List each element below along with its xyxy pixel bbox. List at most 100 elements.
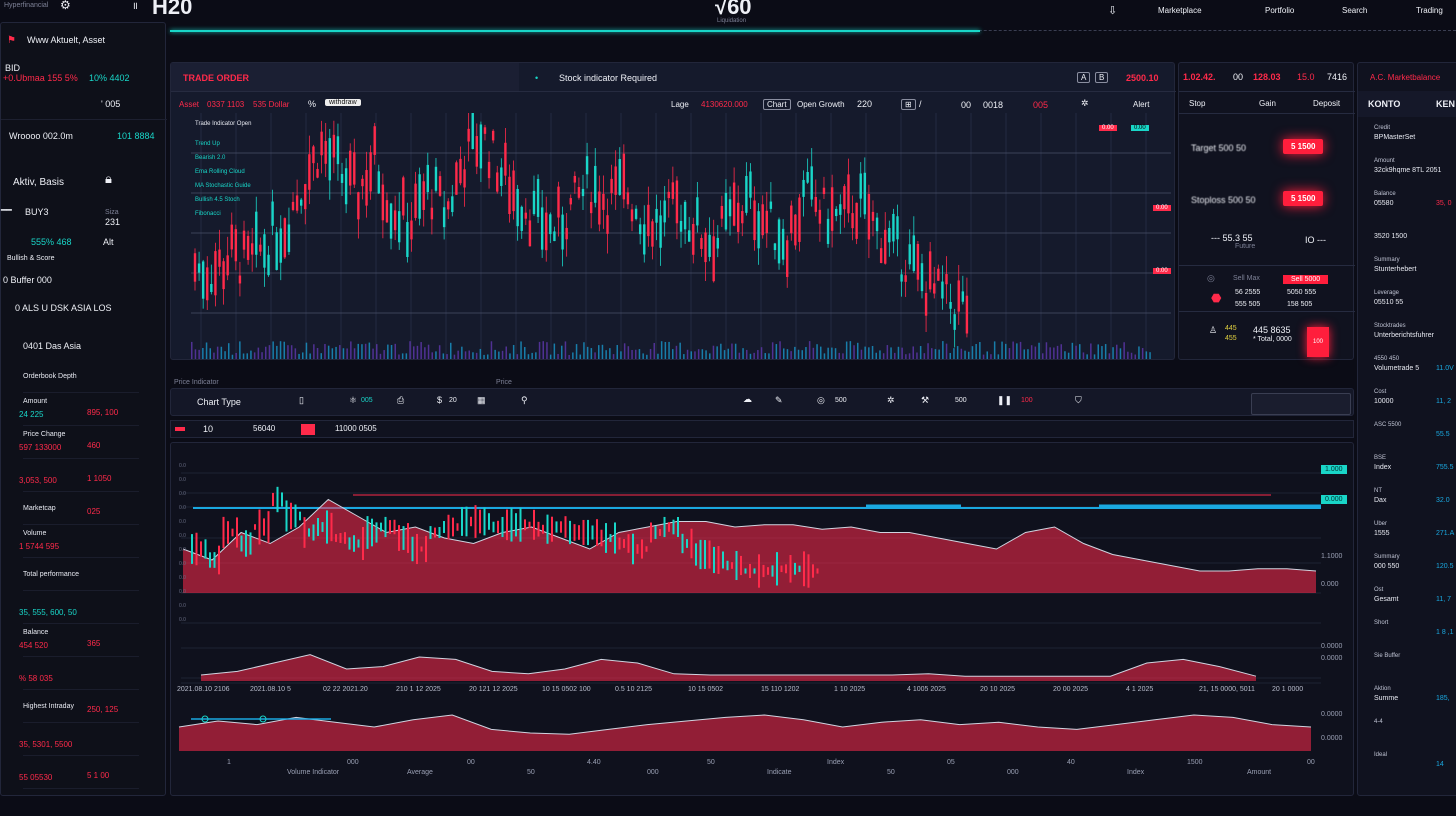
candle-body bbox=[920, 263, 924, 292]
filter-icon[interactable]: ⛉ bbox=[1075, 395, 1082, 405]
date-label: 21, 15 0000, 5011 bbox=[1199, 686, 1255, 693]
pause-icon[interactable]: ❚❚ bbox=[997, 395, 1013, 405]
range-handle[interactable] bbox=[259, 715, 267, 723]
volume-bar bbox=[505, 346, 507, 359]
volume-bar bbox=[498, 351, 500, 359]
price-tag: 1.000 bbox=[1321, 465, 1347, 474]
settings-icon[interactable]: ✲ bbox=[1081, 98, 1089, 108]
candle-body bbox=[537, 521, 540, 537]
lock-icon[interactable]: 🔒︎ bbox=[105, 171, 112, 186]
oscillator-area-fill bbox=[201, 654, 1256, 681]
nav-trading[interactable]: Trading bbox=[1416, 6, 1443, 15]
volume-bar bbox=[709, 353, 711, 359]
dollar-icon[interactable]: $ bbox=[437, 395, 443, 405]
nav-marketplace[interactable]: Marketplace bbox=[1158, 6, 1202, 15]
pause-icon[interactable]: ॥ bbox=[132, 1, 138, 12]
volume-bar bbox=[831, 347, 833, 359]
flag-icon[interactable] bbox=[301, 424, 315, 435]
stoploss-button[interactable]: 5 1500 bbox=[1283, 191, 1324, 206]
gear-icon[interactable]: ✲ bbox=[887, 395, 895, 405]
candle-body bbox=[933, 283, 936, 294]
volume-bar bbox=[1097, 344, 1099, 359]
volume-bar bbox=[353, 348, 356, 359]
right-item-value: Dax bbox=[1374, 497, 1387, 504]
volume-bar bbox=[283, 341, 285, 359]
candle-body bbox=[422, 181, 425, 210]
sell-button[interactable]: Sell 5000 bbox=[1283, 275, 1329, 284]
tool-value: 500 bbox=[955, 397, 967, 404]
target-button[interactable]: 5 1500 bbox=[1283, 139, 1324, 154]
candle-body bbox=[614, 522, 616, 554]
volume-bar bbox=[1053, 347, 1055, 359]
volume-bar bbox=[268, 345, 271, 359]
indicator-icon[interactable]: ⚛ bbox=[349, 395, 358, 405]
globe-icon[interactable]: ⚙ bbox=[60, 0, 71, 12]
alert-button[interactable]: Alert bbox=[1133, 100, 1150, 109]
cloud-icon[interactable]: ☁ bbox=[743, 394, 752, 404]
volume-bar bbox=[975, 343, 977, 359]
volume-bar bbox=[501, 350, 504, 359]
volume-bar bbox=[638, 349, 641, 359]
card-value: % 58 035 bbox=[19, 674, 53, 683]
right-panel: A.C. Marketbalance KONTO KEN Credit BPMas… bbox=[1357, 62, 1456, 796]
candle-body bbox=[245, 530, 247, 557]
confirm-button[interactable]: 100 bbox=[1307, 327, 1329, 357]
a-button[interactable]: A bbox=[1077, 72, 1091, 83]
draw-icon[interactable]: / bbox=[919, 99, 922, 109]
nav-portfolio[interactable]: Portfolio bbox=[1265, 6, 1295, 15]
candle-body bbox=[429, 526, 432, 539]
withdraw-button[interactable]: withdraw bbox=[325, 99, 361, 106]
card-right: 250, 125 bbox=[87, 705, 119, 714]
grid-button[interactable]: ⊞ bbox=[901, 99, 916, 110]
sidebar-title: Www Aktuelt, Asset bbox=[27, 35, 106, 45]
volume-bar bbox=[945, 343, 948, 359]
toolbar-text: 0337 1103 bbox=[207, 100, 245, 109]
range-handle[interactable] bbox=[201, 715, 209, 723]
close-tab-icon[interactable] bbox=[175, 427, 185, 431]
candle-body bbox=[647, 204, 650, 237]
candlestick-chart[interactable] bbox=[171, 113, 1176, 359]
volume-bar bbox=[653, 342, 655, 359]
search-input[interactable] bbox=[1251, 393, 1351, 415]
sidebar-card: Price Change 597 133000 460 bbox=[19, 429, 139, 459]
candle-body bbox=[456, 523, 459, 531]
volume-bar bbox=[701, 349, 704, 359]
candle-body bbox=[226, 255, 229, 276]
indicator-chart[interactable] bbox=[171, 443, 1355, 797]
percent-icon[interactable]: % bbox=[308, 99, 317, 109]
swap-icon[interactable]: ⬣ bbox=[1211, 291, 1222, 305]
tab-label[interactable]: 56040 bbox=[253, 424, 276, 433]
candle-body bbox=[761, 204, 764, 236]
candle-body bbox=[238, 275, 242, 284]
right-item-value: Volumetrade 5 bbox=[1374, 365, 1420, 372]
nav-search[interactable]: Search bbox=[1342, 6, 1368, 15]
candle-body bbox=[565, 227, 568, 240]
lock-icon[interactable]: ⎙ bbox=[397, 395, 405, 405]
volume-bar bbox=[509, 353, 511, 359]
center-value: √60 bbox=[715, 0, 752, 19]
tab-label[interactable]: 11000 0505 bbox=[335, 424, 377, 433]
target-icon[interactable]: ◎ bbox=[817, 395, 825, 405]
volume-bar bbox=[1104, 344, 1107, 359]
grid-icon[interactable]: ▦ bbox=[477, 395, 486, 405]
candle-body bbox=[555, 521, 558, 533]
b-button[interactable]: B bbox=[1095, 72, 1109, 83]
right-item-label: 4-4 bbox=[1374, 719, 1383, 725]
candle-body bbox=[348, 537, 351, 550]
download-icon[interactable]: ⇩ bbox=[1108, 5, 1118, 17]
volume-bar bbox=[897, 346, 900, 359]
volume-bar bbox=[731, 343, 733, 359]
chart-button[interactable]: Chart bbox=[763, 99, 791, 110]
candle-icon[interactable]: ▯ bbox=[299, 395, 304, 405]
candle-body bbox=[776, 552, 778, 586]
pencil-icon[interactable]: ✎ bbox=[775, 395, 783, 405]
right-item-label: Summary bbox=[1374, 257, 1400, 263]
candle-body bbox=[855, 202, 858, 239]
candle-body bbox=[692, 223, 695, 255]
candle-body bbox=[609, 534, 612, 542]
tab-label[interactable]: 10 bbox=[203, 424, 214, 434]
pin-icon[interactable]: ⚲ bbox=[521, 395, 528, 405]
sidebar-card: Amount 24 225 895, 100 bbox=[19, 396, 139, 426]
candle-body bbox=[737, 202, 740, 232]
brush-icon[interactable]: ⚒ bbox=[921, 395, 930, 405]
